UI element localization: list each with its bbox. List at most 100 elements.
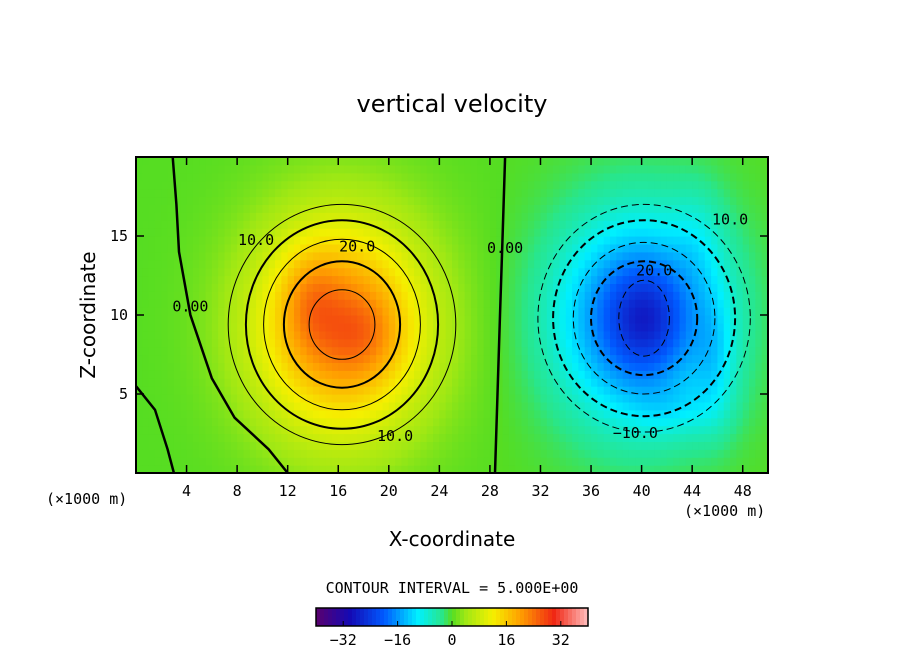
heatmap-cell: [420, 457, 428, 466]
heatmap-cell: [167, 267, 175, 277]
heatmap-cell: [540, 204, 548, 213]
colorbar-segment: [396, 608, 401, 626]
heatmap-cell: [243, 251, 251, 261]
heatmap-cell: [717, 307, 725, 316]
heatmap-cell: [167, 243, 175, 253]
heatmap-cell: [749, 172, 756, 182]
heatmap-cell: [496, 228, 504, 237]
heatmap-cell: [673, 449, 681, 458]
heatmap-cell: [597, 433, 605, 442]
heatmap-cell: [154, 362, 162, 371]
heatmap-cell: [635, 322, 643, 332]
contour-negative-25: [618, 279, 670, 357]
heatmap-cell: [540, 157, 548, 166]
heatmap-cell: [287, 251, 295, 261]
heatmap-cell: [376, 172, 384, 182]
heatmap-cell: [433, 346, 440, 356]
heatmap-cell: [591, 346, 598, 356]
heatmap-cell: [325, 283, 333, 292]
heatmap-cell: [502, 465, 510, 473]
heatmap-cell: [199, 409, 207, 419]
heatmap-cell: [470, 425, 478, 435]
heatmap-cell: [578, 196, 586, 205]
heatmap-cell: [369, 275, 377, 284]
heatmap-cell: [180, 338, 188, 348]
heatmap-cell: [761, 354, 768, 363]
contour-zero-corner: [136, 385, 176, 473]
heatmap-cell: [439, 370, 447, 379]
heatmap-cell: [237, 220, 245, 229]
heatmap-cell: [224, 243, 232, 253]
heatmap-cell: [294, 220, 301, 229]
heatmap-cell: [452, 433, 459, 442]
heatmap-cell: [458, 346, 466, 356]
heatmap-cell: [249, 275, 257, 284]
heatmap-cell: [704, 378, 712, 387]
heatmap-cell: [167, 228, 175, 237]
heatmap-cell: [534, 228, 542, 237]
heatmap-cell: [660, 457, 668, 466]
heatmap-cell: [167, 394, 175, 403]
heatmap-cell: [224, 299, 232, 308]
heatmap-cell: [483, 212, 491, 221]
heatmap-cell: [578, 164, 586, 174]
heatmap-cell: [218, 449, 226, 458]
heatmap-cell: [268, 307, 276, 316]
heatmap-cell: [148, 259, 156, 269]
heatmap-cell: [136, 283, 143, 292]
heatmap-cell: [180, 362, 188, 371]
heatmap-cell: [540, 188, 548, 198]
heatmap-cell: [610, 338, 617, 348]
heatmap-cell: [420, 409, 428, 419]
heatmap-cell: [742, 204, 750, 213]
x-tick-label: 28: [481, 482, 499, 500]
heatmap-cell: [635, 465, 643, 473]
heatmap-cell: [237, 330, 245, 340]
heatmap-cell: [559, 157, 567, 166]
heatmap-cell: [161, 283, 169, 292]
heatmap-cell: [218, 330, 226, 340]
heatmap-cell: [287, 283, 295, 292]
heatmap-cell: [622, 188, 630, 198]
heatmap-cell: [331, 164, 339, 174]
heatmap-cell: [647, 164, 655, 174]
heatmap-cell: [540, 196, 548, 205]
heatmap-cell: [294, 322, 301, 332]
heatmap-cell: [439, 307, 447, 316]
heatmap-cell: [534, 267, 542, 277]
heatmap-cell: [439, 236, 447, 245]
heatmap-cell: [546, 370, 554, 379]
heatmap-cell: [256, 299, 263, 308]
heatmap-cell: [698, 307, 706, 316]
heatmap-cell: [262, 243, 270, 253]
heatmap-cell: [534, 164, 542, 174]
heatmap-cell: [647, 299, 655, 308]
heatmap-cell: [243, 267, 251, 277]
heatmap-cell: [294, 251, 301, 261]
heatmap-cell: [521, 362, 529, 371]
heatmap-cell: [287, 346, 295, 356]
heatmap-cell: [262, 259, 270, 269]
heatmap-cell: [477, 228, 485, 237]
heatmap-cell: [154, 394, 162, 403]
heatmap-cell: [319, 243, 327, 253]
heatmap-cell: [331, 338, 339, 348]
heatmap-cell: [344, 441, 352, 450]
heatmap-cell: [546, 157, 554, 166]
heatmap-cell: [641, 330, 649, 340]
heatmap-cell: [597, 354, 605, 363]
heatmap-cell: [452, 354, 459, 363]
heatmap-cell: [534, 236, 542, 245]
heatmap-cell: [730, 465, 737, 473]
heatmap-cell: [407, 188, 415, 198]
heatmap-cell: [148, 315, 156, 324]
heatmap-cell: [312, 228, 320, 237]
heatmap-cell: [369, 401, 377, 411]
heatmap-cell: [249, 259, 257, 269]
heatmap-cell: [249, 315, 257, 324]
heatmap-cell: [711, 283, 719, 292]
heatmap-cell: [224, 188, 232, 198]
heatmap-cell: [395, 220, 403, 229]
heatmap-cell: [395, 188, 403, 198]
heatmap-cell: [508, 409, 516, 419]
